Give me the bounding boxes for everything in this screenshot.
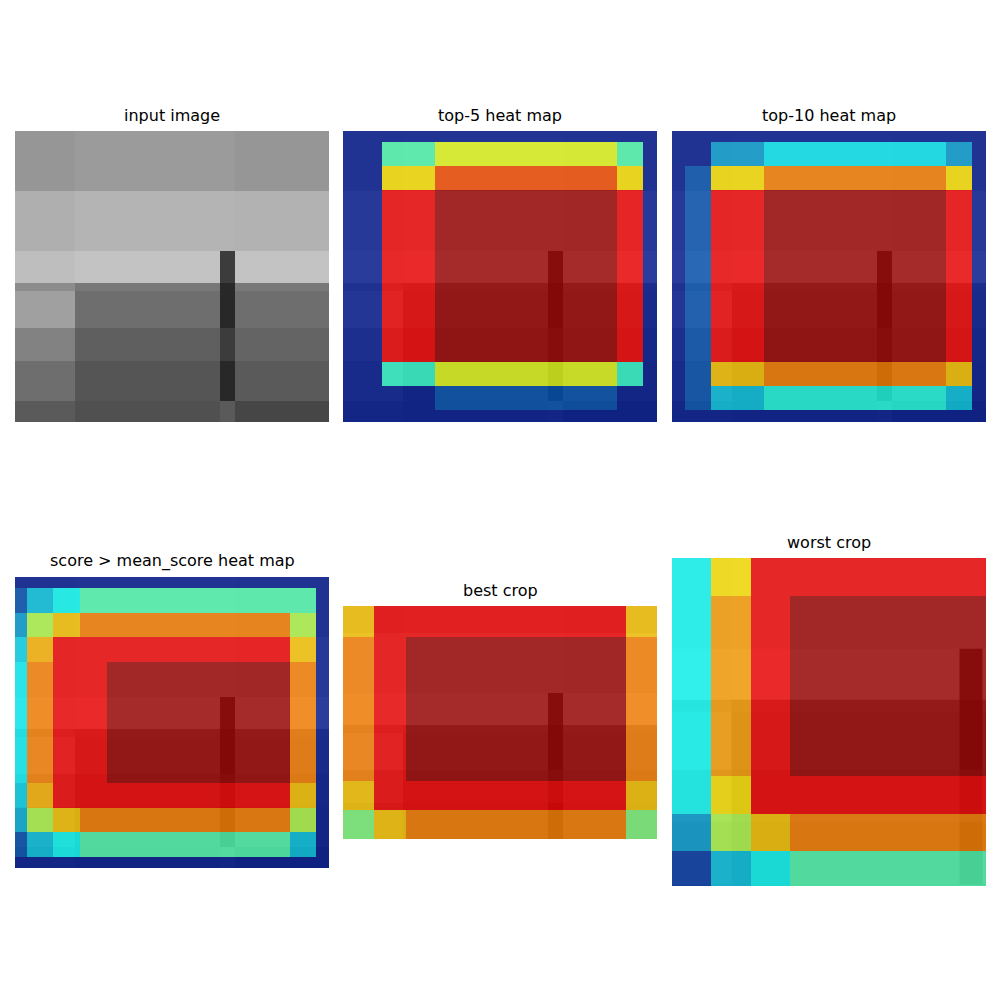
svg-text:best crop: best crop	[463, 581, 538, 600]
svg-text:input image: input image	[124, 106, 220, 125]
svg-text:top-5 heat map: top-5 heat map	[438, 106, 562, 125]
svg-text:top-10 heat map: top-10 heat map	[762, 106, 896, 125]
svg-text:score > mean_score heat map: score > mean_score heat map	[50, 551, 295, 571]
svg-text:worst crop: worst crop	[787, 533, 871, 552]
